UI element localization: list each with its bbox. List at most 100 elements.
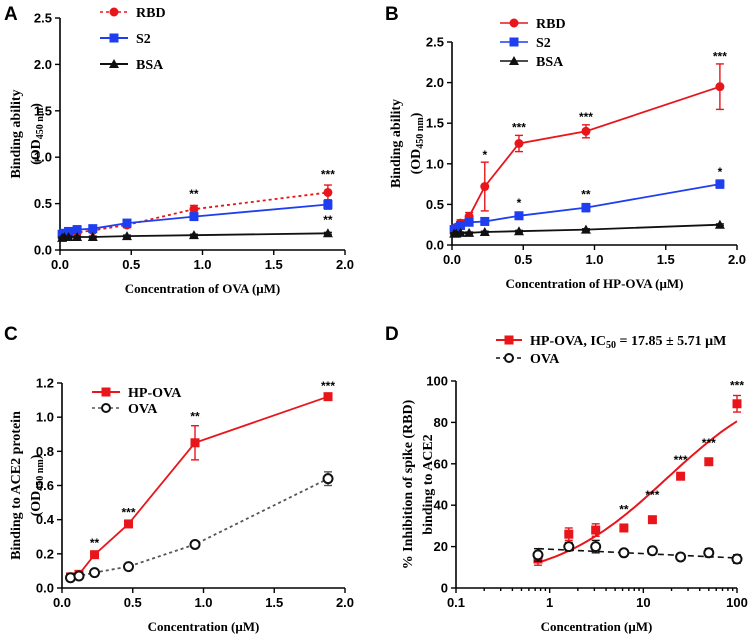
legend-b-rbd-label: RBD [536,17,566,32]
significance-label-d: *** [645,488,659,502]
y-axis-label-a: Binding ability [9,89,24,178]
significance-label-a: *** [321,168,335,182]
y-tick-label-c: 0.0 [36,581,54,596]
y-tick-label-a: 2.5 [34,11,52,26]
data-point-d [647,515,657,525]
x-axis-label-d: Concentration (μM) [541,619,653,634]
y-axis-unit-c: (OD450 nm) [29,454,46,516]
data-point-a [72,225,82,235]
x-tick-label-a: 1.5 [265,257,283,272]
data-point-a [64,226,74,236]
data-point-c [189,538,201,550]
y-tick-label-c: 0.4 [36,512,55,527]
y-tick-label-b: 2.5 [426,35,444,50]
legend-b-bsa-label: BSA [536,55,564,70]
y-tick-label-c: 1.0 [36,410,54,425]
data-point-c [64,572,76,584]
data-point-c [124,519,134,529]
data-point-c [73,570,85,582]
legend-c: HP-OVA OVA [92,386,182,417]
chart-d: 0.1 1 10 100 0 20 40 60 80 100 Concentration (μM)%… [401,374,748,635]
x-tick-label-c: 2.0 [336,595,354,610]
x-tick-label-b: 2.0 [728,252,746,267]
significance-label-b: * [482,148,487,162]
data-point-a [121,231,132,241]
legend-a: RBD S2 BSA [100,6,166,73]
chart-b: 0.0 0.5 1.0 1.5 2.0 0.0 0.5 1.0 1.5 2.0 2.5 Concent… [389,35,746,292]
data-point-d [564,529,574,539]
data-point-d [704,457,714,467]
data-point-b [513,226,524,236]
y-tick-label-d: 100 [426,374,448,389]
data-point-b [480,182,490,192]
data-point-d [646,545,658,557]
y-tick-label-c: 0.2 [36,546,54,561]
data-point-d [532,549,544,561]
y-tick-label-c: 1.2 [36,376,54,391]
legend-c-hpova-marker [101,387,111,397]
data-point-a [322,228,333,238]
legend-d-ova-label: OVA [530,352,560,367]
y-tick-label-d: 0 [441,581,448,596]
data-point-d [563,541,575,553]
y-tick-label-b: 1.0 [426,156,444,171]
data-point-b [480,216,490,226]
x-tick-label-c: 1.5 [265,595,283,610]
data-point-a [122,218,132,228]
legend-b-rbd-marker [509,18,519,28]
significance-label-b: *** [512,120,526,134]
significance-label-d: *** [730,378,744,392]
series-line-c-0 [70,395,329,578]
data-point-a [72,232,83,242]
x-tick-label-d: 10 [636,595,650,610]
y-tick-label-a: 1.0 [34,150,52,165]
data-point-b [464,217,474,227]
significance-label-d: *** [702,436,716,450]
data-point-c [322,473,334,485]
significance-label-c: *** [121,505,135,519]
data-point-d [619,523,629,533]
y-tick-label-c: 0.8 [36,444,54,459]
data-point-b [479,227,490,237]
legend-c-ova-label: OVA [128,402,158,417]
y-axis-label-line2-d: binding to ACE2 [421,434,436,534]
y-tick-label-d: 20 [434,539,448,554]
x-tick-label-c: 1.0 [194,595,212,610]
data-point-b [514,211,524,221]
significance-label-c: *** [321,379,335,393]
panel-label-d: D [385,324,399,345]
legend-b-s2-label: S2 [536,36,551,51]
data-point-d [590,541,602,553]
data-point-d [731,553,743,565]
data-point-c [190,438,200,448]
data-point-a [188,230,199,240]
y-axis-unit-b: (OD450 nm) [409,112,426,174]
significance-label-a: ** [189,187,199,201]
y-tick-label-a: 1.5 [34,103,52,118]
data-point-a [189,212,199,222]
significance-label-a: ** [323,213,333,227]
data-point-a [323,187,333,197]
x-axis-label-b: Concentration of HP-OVA (μM) [506,276,684,291]
data-point-a [63,232,74,242]
data-point-d [675,551,687,563]
x-tick-label-b: 0.5 [514,252,532,267]
y-tick-label-d: 60 [434,456,448,471]
data-point-d [732,399,742,409]
data-point-b [580,224,591,234]
x-tick-label-c: 0.0 [53,595,71,610]
x-tick-label-a: 0.5 [122,257,140,272]
legend-a-s2-marker [109,33,119,43]
significance-label-d: *** [674,453,688,467]
x-tick-label-b: 1.0 [585,252,603,267]
x-axis-label-a: Concentration of OVA (μM) [125,281,281,296]
data-point-b [514,139,524,148]
y-tick-label-a: 2.0 [34,57,52,72]
legend-b: RBD S2 BSA [500,17,566,70]
y-tick-label-d: 80 [434,415,448,430]
data-point-a [189,204,199,214]
significance-label-d: ** [619,502,629,516]
data-point-b [464,227,475,237]
legend-a-bsa-label: BSA [136,58,164,73]
